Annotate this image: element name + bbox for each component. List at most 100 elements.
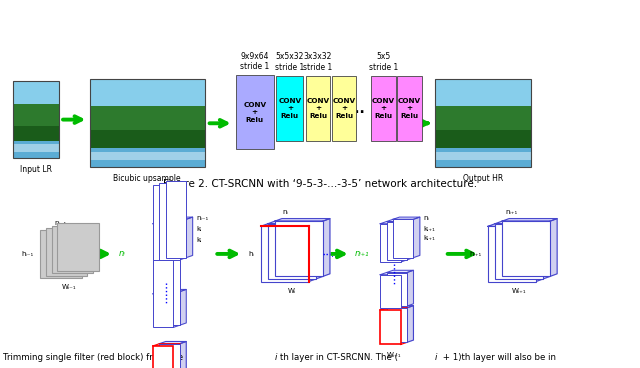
- Bar: [13, 81, 59, 158]
- Bar: [13, 81, 59, 108]
- Text: CONV
+
Relu: CONV + Relu: [333, 98, 356, 119]
- Bar: [502, 221, 550, 276]
- Polygon shape: [173, 344, 180, 368]
- Bar: [435, 130, 531, 148]
- Bar: [166, 181, 186, 258]
- Polygon shape: [393, 217, 420, 219]
- Text: hᵢ₋₁: hᵢ₋₁: [21, 251, 34, 257]
- Text: kᵢ: kᵢ: [196, 237, 202, 243]
- Polygon shape: [543, 221, 550, 279]
- Polygon shape: [159, 289, 186, 291]
- Text: ...: ...: [349, 102, 365, 116]
- Text: kᵢ₊₁: kᵢ₊₁: [424, 236, 436, 241]
- Bar: [387, 272, 407, 306]
- Text: kᵢ₊₁: kᵢ₊₁: [424, 226, 436, 231]
- Text: th layer in CT-SRCNN. The (: th layer in CT-SRCNN. The (: [280, 353, 398, 362]
- Bar: [306, 76, 330, 141]
- Bar: [90, 152, 205, 160]
- Bar: [159, 344, 180, 368]
- Text: 5x5x32
stride 1: 5x5x32 stride 1: [275, 52, 305, 72]
- Bar: [380, 224, 401, 262]
- Text: nᵢ₋₁: nᵢ₋₁: [196, 215, 209, 221]
- Text: hᵢ₊₁: hᵢ₊₁: [469, 251, 482, 257]
- Bar: [495, 224, 543, 279]
- Bar: [261, 226, 309, 282]
- Polygon shape: [387, 219, 413, 222]
- Polygon shape: [316, 221, 323, 279]
- Bar: [397, 76, 422, 141]
- Bar: [153, 346, 173, 368]
- Text: ...: ...: [328, 249, 337, 259]
- Text: Wᵢ₋₁: Wᵢ₋₁: [62, 284, 77, 290]
- Bar: [332, 76, 356, 141]
- Polygon shape: [180, 342, 186, 368]
- Polygon shape: [180, 289, 186, 325]
- Polygon shape: [536, 224, 543, 282]
- Text: + 1)th layer will also be in: + 1)th layer will also be in: [440, 353, 556, 362]
- Polygon shape: [186, 217, 193, 258]
- Bar: [90, 79, 205, 110]
- Text: nᵢ: nᵢ: [118, 250, 125, 258]
- Polygon shape: [173, 291, 180, 328]
- Bar: [58, 223, 99, 271]
- Polygon shape: [401, 272, 407, 308]
- Bar: [276, 76, 303, 141]
- Polygon shape: [502, 219, 557, 221]
- Polygon shape: [323, 219, 330, 276]
- Text: 3x3x32
stride 1: 3x3x32 stride 1: [303, 52, 333, 72]
- Text: hᵢ: hᵢ: [249, 251, 255, 257]
- Text: nᵢ₋₁: nᵢ₋₁: [54, 220, 67, 226]
- Text: nᵢ₊₁: nᵢ₊₁: [506, 209, 518, 215]
- Polygon shape: [407, 219, 413, 260]
- Bar: [13, 135, 59, 158]
- Bar: [435, 79, 531, 110]
- Polygon shape: [407, 270, 413, 306]
- Text: CONV
+
Relu: CONV + Relu: [243, 102, 266, 123]
- Text: CONV
+
Relu: CONV + Relu: [278, 98, 301, 119]
- Text: nᵢ: nᵢ: [424, 215, 429, 221]
- Polygon shape: [495, 221, 550, 224]
- Polygon shape: [401, 222, 407, 262]
- Polygon shape: [550, 219, 557, 276]
- Bar: [268, 224, 316, 279]
- Bar: [90, 106, 205, 141]
- Bar: [13, 126, 59, 141]
- Polygon shape: [413, 217, 420, 258]
- Text: CONV
+
Relu: CONV + Relu: [372, 98, 395, 119]
- Bar: [13, 104, 59, 135]
- Bar: [435, 141, 531, 167]
- Bar: [13, 144, 59, 152]
- Bar: [488, 226, 536, 282]
- Polygon shape: [407, 305, 413, 342]
- Bar: [90, 141, 205, 167]
- Bar: [90, 79, 205, 167]
- Bar: [46, 228, 88, 276]
- Polygon shape: [261, 224, 316, 226]
- Bar: [387, 308, 407, 342]
- Polygon shape: [159, 342, 186, 344]
- Text: Wᵢ: Wᵢ: [288, 288, 296, 294]
- Polygon shape: [153, 291, 180, 294]
- Polygon shape: [380, 222, 407, 224]
- Bar: [275, 221, 323, 276]
- Bar: [387, 222, 407, 260]
- Polygon shape: [380, 308, 407, 310]
- Bar: [40, 230, 82, 278]
- Polygon shape: [159, 219, 186, 222]
- Polygon shape: [153, 222, 180, 224]
- Polygon shape: [173, 222, 180, 262]
- Bar: [435, 79, 531, 167]
- Polygon shape: [275, 219, 330, 221]
- Bar: [380, 275, 401, 308]
- Text: Trimming single filter (red block) from the: Trimming single filter (red block) from …: [3, 353, 186, 362]
- Text: nᵢ₊₁: nᵢ₊₁: [355, 250, 370, 258]
- Text: Wᵢ₊₁: Wᵢ₊₁: [512, 288, 526, 294]
- Bar: [159, 183, 180, 260]
- Text: CONV
+
Relu: CONV + Relu: [398, 98, 421, 119]
- Polygon shape: [153, 344, 180, 346]
- Polygon shape: [180, 219, 186, 260]
- Bar: [236, 75, 274, 149]
- Bar: [159, 258, 180, 325]
- Bar: [371, 76, 396, 141]
- Text: Output HR: Output HR: [463, 174, 503, 183]
